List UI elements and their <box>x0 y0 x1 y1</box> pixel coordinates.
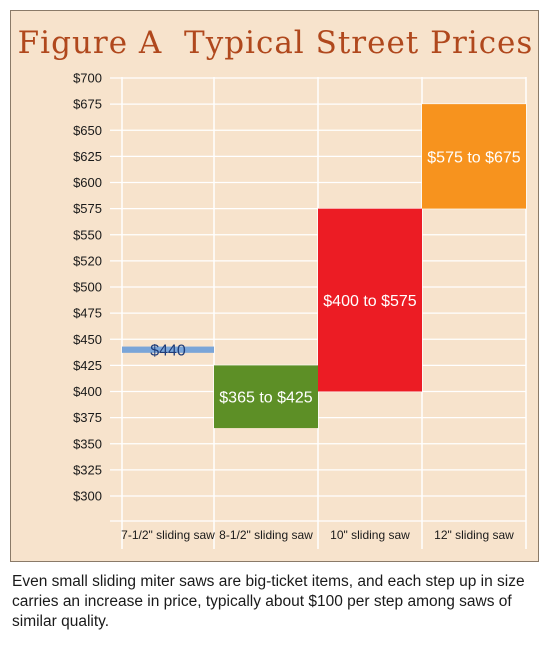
chart-title: Figure A Typical Street Prices <box>17 25 534 61</box>
x-category-label: 8-1/2" sliding saw <box>219 528 313 542</box>
x-category-label: 12" sliding saw <box>434 528 514 542</box>
figure-frame: Figure A Typical Street Prices $700 $675 $… <box>10 10 539 562</box>
y-tick-label: $325 <box>73 462 102 477</box>
y-tick-label: $675 <box>73 97 102 112</box>
y-tick-label: $550 <box>73 227 102 242</box>
y-tick-label: $600 <box>73 175 102 190</box>
y-tick-label: $625 <box>73 149 102 164</box>
y-tick-label: $575 <box>73 201 102 216</box>
y-tick-label: $400 <box>73 384 102 399</box>
y-tick-label: $500 <box>73 280 102 295</box>
y-tick-label: $350 <box>73 436 102 451</box>
range-bar <box>122 346 214 353</box>
y-tick-label: $520 <box>73 253 102 268</box>
y-tick-label: $650 <box>73 123 102 138</box>
range-bar <box>422 104 526 209</box>
chart-plot: $700 $675 $650 $625 $600 $575 $550 $520 $500 $475… <box>73 71 527 549</box>
y-tick-label: $300 <box>73 489 102 504</box>
bar-data-label: $400 to $575 <box>323 293 417 310</box>
range-bar <box>214 365 318 429</box>
x-category-label: 10" sliding saw <box>330 528 410 542</box>
y-tick-label: $700 <box>73 71 102 86</box>
bar-data-label: $440 <box>150 343 186 360</box>
range-bar <box>318 208 422 392</box>
bar-data-label: $365 to $425 <box>219 390 313 407</box>
y-tick-label: $450 <box>73 332 102 347</box>
figure-caption: Even small sliding miter saws are big-ti… <box>12 573 525 630</box>
y-tick-label: $475 <box>73 306 102 321</box>
bar-data-label: $575 to $675 <box>427 149 521 166</box>
x-category-label: 7-1/2" sliding saw <box>121 528 215 542</box>
y-tick-label: $425 <box>73 358 102 373</box>
y-tick-label: $375 <box>73 410 102 425</box>
